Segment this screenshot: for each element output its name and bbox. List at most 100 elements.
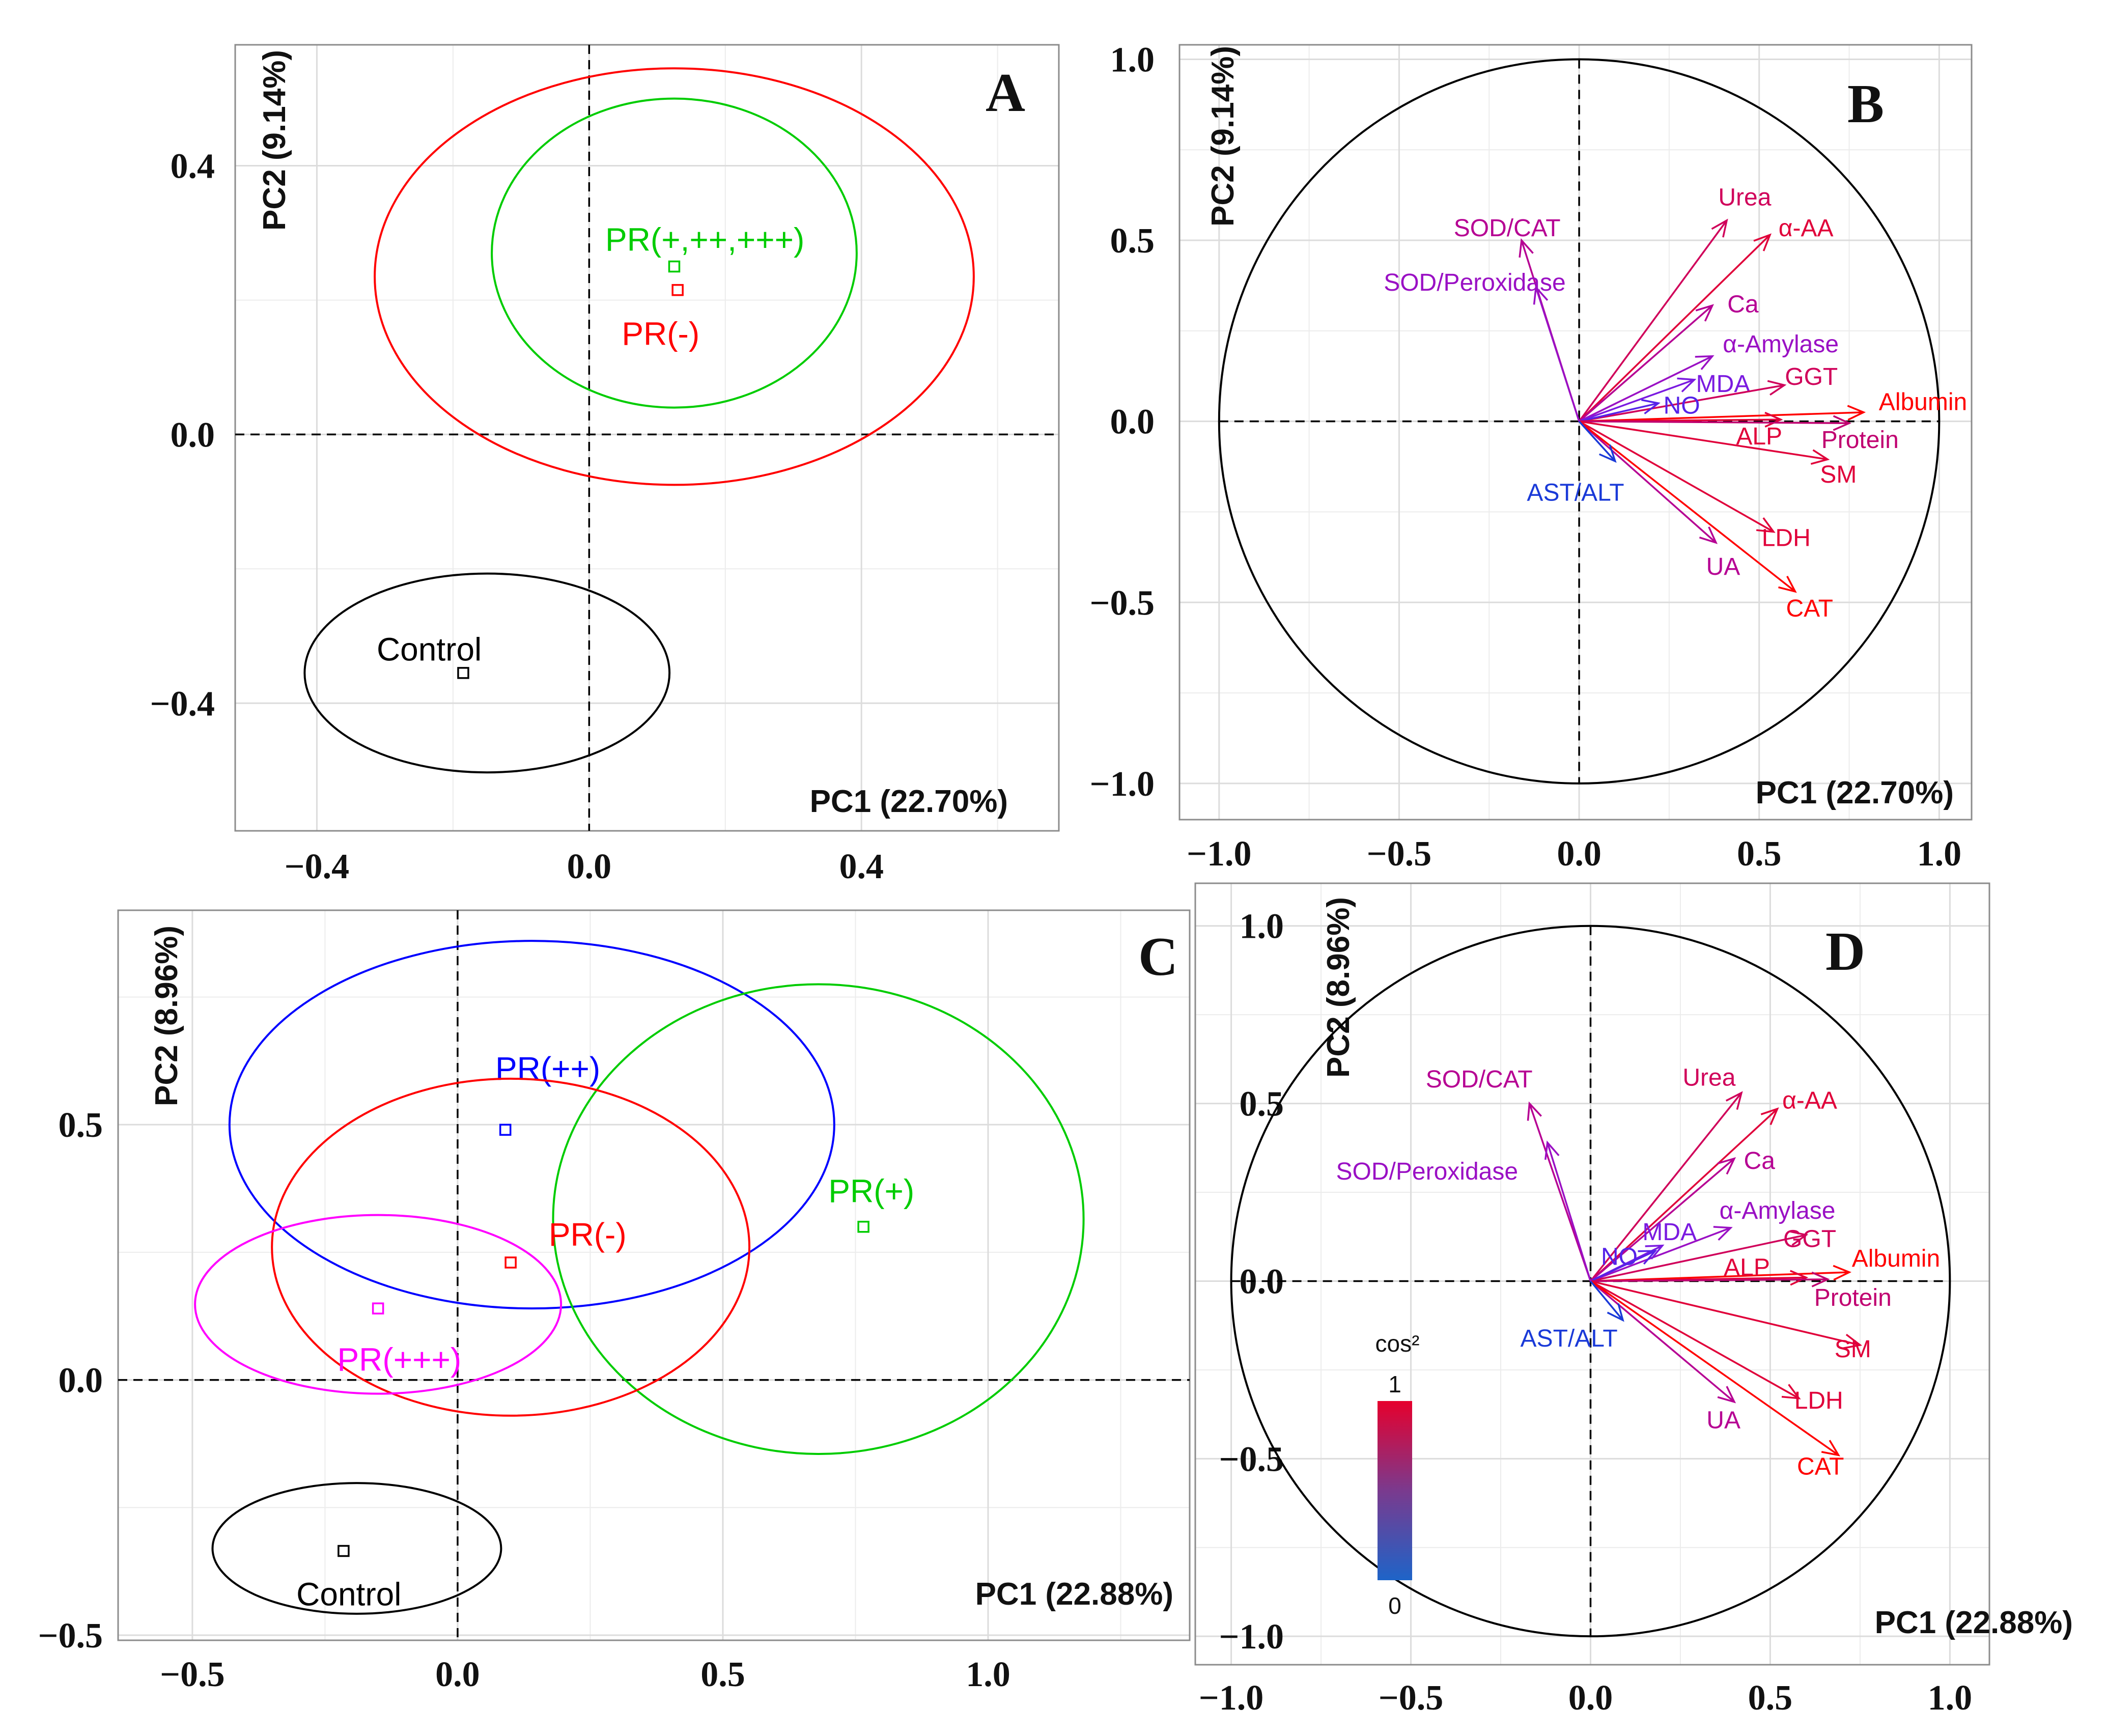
panel-d-letter: D: [1825, 921, 1865, 982]
panel-a-x-tick-label: 0.0: [567, 847, 612, 886]
panel-c-x-tick-label: 1.0: [966, 1655, 1010, 1694]
panel-b-y-tick-label: 0.5: [1110, 221, 1155, 261]
panel-b-variable-label-albumin: Albumin: [1879, 389, 1967, 416]
panel-d-arrowhead-urea: [1725, 1091, 1743, 1110]
panel-c-group-label-pr-m: PR(-): [549, 1216, 627, 1253]
panel-d-x-tick-label: −0.5: [1379, 1678, 1443, 1718]
panel-d-variable-label-sm: SM: [1835, 1336, 1871, 1363]
panel-b-variable-label-sod-cat: SOD/CAT: [1454, 215, 1561, 242]
panel-b-arrowhead-alphamamylase: [1695, 355, 1715, 370]
panel-c-ellipse-pr-pp: [228, 940, 835, 1310]
panel-d-legend-min-label: 0: [1388, 1592, 1401, 1619]
panel-a-y-axis-title: PC2 (9.14%): [257, 50, 292, 231]
panel-c-ellipse-pr-m: [271, 1077, 751, 1417]
panel-b-variable-label-ast-alt: AST/ALT: [1527, 479, 1624, 506]
panel-a-letter: A: [986, 63, 1025, 123]
panel-b-variable-label-ua: UA: [1706, 553, 1740, 580]
panel-b-arrowhead-ggt: [1767, 380, 1787, 396]
panel-d-variable-label-albumin: Albumin: [1852, 1245, 1940, 1272]
panel-b-arrow-ua: [1578, 421, 1717, 544]
panel-a-x-tick-label: −0.4: [285, 847, 349, 886]
panel-b-arrow-alphamamylase: [1579, 355, 1713, 423]
panel-a-group-scatter: −0.4 0.0 0.4 −0.4 0.0 0.4 PC1 (22.70%) PC2 (9.1…: [150, 44, 1060, 886]
panel-d-arrow-ua: [1590, 1280, 1735, 1403]
panel-d-x-tick-label: 1.0: [1928, 1678, 1973, 1718]
panel-c-x-tick-label: 0.5: [700, 1655, 745, 1694]
panel-d-arrowhead-alphamaa: [1760, 1107, 1779, 1125]
panel-b-frame: [1178, 44, 1973, 821]
panel-d-variable-label-ua: UA: [1706, 1407, 1740, 1434]
panel-c-centroid-pr-p: [857, 1220, 869, 1233]
panel-b-variable-label-alphamaa: α-AA: [1779, 215, 1834, 242]
panel-c-ellipse-control: [211, 1482, 502, 1615]
panel-b-y-tick-label: 0.0: [1110, 403, 1155, 442]
panel-d-arrow-protein: [1590, 1278, 1828, 1282]
panel-c-x-axis-title: PC1 (22.88%): [975, 1577, 1173, 1612]
panel-d-y-tick-label: 0.5: [1240, 1085, 1284, 1124]
panel-b-arrow-sm: [1579, 420, 1828, 461]
panel-b-letter: B: [1847, 74, 1884, 134]
panel-d-x-tick-label: 0.0: [1568, 1678, 1613, 1718]
panel-d-arrow-urea: [1590, 1092, 1743, 1282]
panel-a-group-label-pr-p-pp-ppp: PR(+,++,+++): [605, 221, 804, 258]
panel-a-ellipse-pr-p-pp-ppp: [491, 97, 858, 409]
panel-d-variable-label-alphamamylase: α-Amylase: [1720, 1197, 1836, 1224]
panel-d-arrow-alphamaa: [1590, 1108, 1778, 1282]
panel-d-variable-label-alphamaa: α-AA: [1782, 1087, 1837, 1114]
panel-c-y-tick-label: −0.5: [38, 1616, 103, 1656]
panel-b-arrowhead-ast-alt: [1598, 444, 1617, 463]
panel-b-x-tick-label: 1.0: [1917, 834, 1962, 874]
panel-c-group-label-pr-ppp: PR(+++): [337, 1341, 461, 1378]
panel-d-arrowhead-sm: [1843, 1334, 1863, 1350]
panel-b-variable-label-alp: ALP: [1736, 423, 1782, 450]
panel-b-arrow-albumin: [1579, 411, 1864, 423]
panel-d-y-tick-label: −0.5: [1219, 1440, 1284, 1479]
panel-d-arrowhead-ggt: [1789, 1230, 1809, 1246]
panel-b-variable-label-ggt: GGT: [1785, 363, 1838, 390]
panel-d-arrowhead-alphamamylase: [1713, 1226, 1733, 1241]
panel-d-variable-label-ast-alt: AST/ALT: [1521, 1325, 1618, 1352]
panel-b-arrowhead-no: [1641, 399, 1661, 414]
panel-a-group-label-control: Control: [377, 631, 482, 668]
panel-d-variable-label-ca: Ca: [1744, 1147, 1776, 1174]
panel-b-variable-label-mda: MDA: [1696, 371, 1751, 398]
panel-d-arrowhead-ua: [1717, 1386, 1736, 1404]
panel-b-arrowhead-sm: [1810, 449, 1830, 465]
panel-b-variable-label-no: NO: [1664, 393, 1700, 419]
panel-c-centroid-control: [338, 1545, 350, 1557]
panel-d-legend-colorbar: [1378, 1401, 1412, 1580]
panel-d-arrowhead-mda: [1645, 1244, 1665, 1259]
panel-b-y-tick-label: −1.0: [1090, 765, 1155, 804]
panel-d-variable-label-sod-peroxidase: SOD/Peroxidase: [1336, 1158, 1519, 1185]
panel-d-arrowhead-cat: [1821, 1440, 1841, 1457]
panel-c-ellipse-pr-ppp: [194, 1214, 563, 1395]
panel-d-arrow-no: [1590, 1250, 1656, 1282]
panel-b-variable-biplot: −1.0 −0.5 0.0 0.5 1.0 −1.0 −0.5 0.0 0.5 1.0 PC1 (2…: [1090, 40, 1973, 874]
panel-d-x-axis-title: PC1 (22.88%): [1875, 1605, 2073, 1640]
panel-c-x-tick-label: 0.0: [435, 1655, 480, 1694]
panel-d-arrowhead-ast-alt: [1607, 1303, 1624, 1322]
panel-b-arrowhead-ldh: [1756, 517, 1776, 533]
panel-a-y-tick-label: −0.4: [150, 684, 215, 723]
panel-b-y-tick-label: 1.0: [1110, 40, 1155, 79]
panel-b-arrowhead-urea: [1711, 218, 1728, 238]
panel-b-x-tick-label: 0.0: [1557, 834, 1602, 874]
panel-d-variable-label-sod-cat: SOD/CAT: [1426, 1066, 1533, 1093]
panel-b-y-axis-title: PC2 (9.14%): [1205, 46, 1241, 227]
panel-a-x-axis-title: PC1 (22.70%): [810, 784, 1008, 819]
panel-c-y-tick-label: 0.0: [59, 1361, 103, 1401]
panel-b-y-tick-label: −0.5: [1090, 583, 1155, 623]
panel-a-ellipse-pr-m: [374, 67, 975, 486]
panel-b-variable-label-urea: Urea: [1718, 184, 1771, 211]
panel-d-arrow-sod-cat: [1528, 1103, 1592, 1282]
panel-d-arrow-cat: [1590, 1280, 1839, 1456]
panel-d-variable-label-mda: MDA: [1642, 1219, 1697, 1246]
panel-a-x-tick-label: 0.4: [839, 847, 884, 886]
panel-d-variable-label-protein: Protein: [1814, 1284, 1892, 1311]
panel-d-frame: [1194, 882, 1990, 1666]
panel-d-arrowhead-ca: [1717, 1157, 1736, 1175]
panel-d-arrow-sod-peroxidase: [1547, 1142, 1592, 1281]
panel-c-y-tick-label: 0.5: [59, 1106, 103, 1145]
panel-a-group-label-pr-m: PR(-): [622, 315, 699, 352]
